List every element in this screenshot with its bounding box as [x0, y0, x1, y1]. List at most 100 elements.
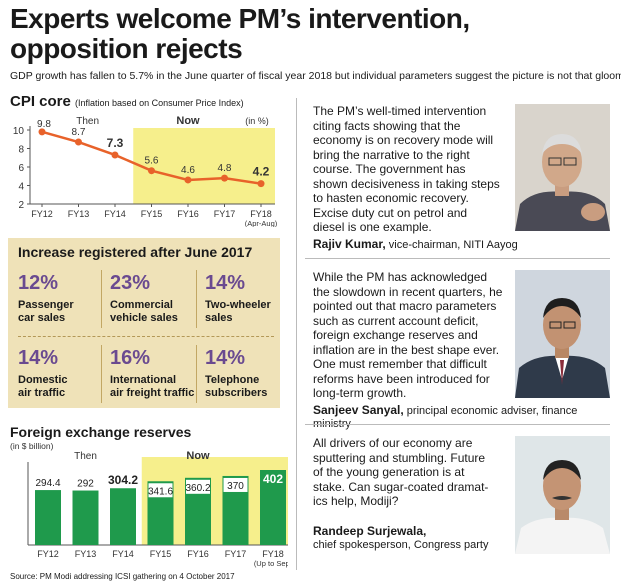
source-note: Source: PM Modi addressing ICSI gatherin…: [10, 572, 235, 581]
speaker-role: principal economic adviser, finance mini…: [313, 405, 578, 430]
quote-line: citing facts showing that the: [313, 118, 461, 133]
data-label: 7.3: [107, 136, 124, 150]
data-point: [257, 180, 265, 188]
column-divider: [296, 98, 297, 570]
increase-panel: [8, 238, 280, 408]
stat-label: car sales: [18, 312, 66, 324]
data-label: 4.8: [218, 163, 232, 174]
stat-label: air freight traffic: [110, 387, 195, 399]
data-label: 294.4: [35, 478, 60, 489]
cpi-title-note: (Inflation based on Consumer Price Index…: [75, 98, 244, 108]
quote-line: economy is on recovery mode will: [313, 133, 494, 147]
now-highlight-band: [133, 128, 275, 204]
x-tick-label: FY15: [150, 549, 172, 559]
speaker-name: Randeep Surjewala,: [313, 524, 427, 538]
value-label-box: [223, 477, 248, 492]
cpi-title-text: CPI core: [10, 93, 71, 110]
stat-label: sales: [205, 312, 233, 324]
then-label: Then: [74, 451, 97, 462]
portrait-rajiv-kumar: [515, 104, 610, 231]
stat-divider: [196, 270, 197, 328]
fx-chart-title: Foreign exchange reserves: [10, 424, 192, 440]
x-tick-label: FY14: [104, 209, 126, 219]
stat-two-wheeler-sales: 14% Two-wheeler sales: [205, 272, 271, 325]
attribution-sanjeev-sanyal: Sanjeev Sanyal, principal economic advis…: [313, 404, 613, 431]
title-line-2: opposition rejects: [10, 33, 243, 64]
data-label: 5.6: [145, 156, 159, 167]
stat-divider: [101, 345, 102, 403]
stat-label: vehicle sales: [110, 312, 178, 324]
quote-line: bring the narrative to the right: [313, 147, 470, 162]
quote-line: foreign exchange reserves and: [313, 328, 478, 342]
x-tick-label: FY16: [187, 549, 209, 559]
portrait-randeep-surjewala: [515, 436, 610, 554]
x-tick-label: FY13: [68, 209, 90, 219]
attribution-rajiv-kumar: Rajiv Kumar, vice-chairman, NITI Aayog: [313, 238, 613, 252]
attribution-randeep-surjewala: Randeep Surjewala, chief spokesperson, C…: [313, 525, 513, 552]
x-tick-label: FY12: [31, 209, 53, 219]
stat-label: Commercial: [110, 299, 173, 311]
x-tick-sublabel: (Up to Sep): [254, 559, 288, 568]
quote-line: ics help, Modiji?: [313, 494, 399, 508]
cpi-line-chart: Then Now (in %) 2 4 6 8 10 9.8 FY12 8.7 FY13 7.3 FY14…: [13, 115, 278, 227]
x-tick-label: FY15: [141, 209, 163, 219]
stat-value: 16%: [110, 347, 151, 369]
data-point: [38, 128, 46, 136]
quote-separator: [305, 424, 610, 425]
then-label: Then: [76, 116, 99, 127]
quote-line: stake. Can sugar-coated dramat-: [313, 479, 489, 494]
stat-value: 14%: [18, 347, 59, 369]
increase-panel-title: Increase registered after June 2017: [18, 244, 253, 260]
stat-international-air-freight: 16% International air freight traffic: [110, 347, 194, 400]
speaker-name: Rajiv Kumar,: [313, 237, 386, 251]
stat-label: International: [110, 374, 177, 386]
quote-randeep-surjewala: All drivers of our economy are sputterin…: [313, 436, 513, 509]
quote-line: sputtering and stumbling. Future: [313, 450, 486, 465]
stat-commercial-vehicle-sales: 23% Commercial vehicle sales: [110, 272, 178, 325]
quote-rajiv-kumar: The PM’s well-timed intervention citing …: [313, 104, 508, 235]
quote-line: Excise duty cut on petrol and: [313, 205, 468, 220]
portrait-figure: [515, 436, 610, 554]
stat-label: Passenger: [18, 299, 74, 311]
stat-value: 23%: [110, 272, 151, 294]
quote-line: long-term growth.: [313, 386, 407, 400]
quote-sanjeev-sanyal: While the PM has acknowledged the slowdo…: [313, 270, 513, 401]
data-label: 4.6: [181, 165, 195, 176]
quote-line: While the PM has acknowledged: [313, 270, 488, 284]
fx-bar: [35, 490, 61, 545]
stat-value: 14%: [205, 272, 246, 294]
x-tick-label: FY14: [112, 549, 134, 559]
quote-line: The PM’s well-timed intervention: [313, 104, 487, 118]
data-point: [111, 151, 119, 159]
quote-line: the slowdown in recent quarters, he: [313, 284, 503, 299]
fx-unit-label: (in $ billion): [10, 441, 54, 451]
x-tick-label: FY18: [250, 209, 272, 219]
title-line-1: Experts welcome PM’s intervention,: [10, 3, 470, 34]
now-label: Now: [176, 115, 200, 127]
stat-passenger-car-sales: 12% Passenger car sales: [18, 272, 74, 325]
stat-value: 12%: [18, 272, 59, 294]
portrait-figure: [515, 270, 610, 398]
fx-bar: [110, 488, 136, 545]
y-tick-label: 6: [18, 163, 24, 174]
data-label: 370: [227, 481, 244, 492]
data-label: 4.2: [253, 165, 270, 179]
x-tick-label: FY16: [177, 209, 199, 219]
data-label: 402: [263, 472, 283, 486]
quote-line: One must remember that difficult: [313, 357, 487, 371]
fx-bar: [72, 490, 99, 545]
now-label: Now: [186, 450, 210, 462]
x-tick-sublabel: (Apr-Aug): [245, 219, 278, 227]
data-label: 9.8: [37, 119, 51, 130]
value-label-box: [261, 472, 285, 486]
unit-label: (in %): [245, 116, 269, 126]
page-subtitle: GDP growth has fallen to 5.7% in the Jun…: [10, 70, 621, 82]
data-point: [221, 174, 228, 182]
data-point: [75, 138, 82, 146]
value-label-box: [148, 483, 173, 498]
value-label-box: [186, 479, 210, 494]
quote-separator: [305, 258, 610, 259]
stat-row-divider: [18, 336, 274, 337]
data-label: 304.2: [108, 473, 138, 487]
speaker-role: vice-chairman, NITI Aayog: [385, 239, 518, 251]
